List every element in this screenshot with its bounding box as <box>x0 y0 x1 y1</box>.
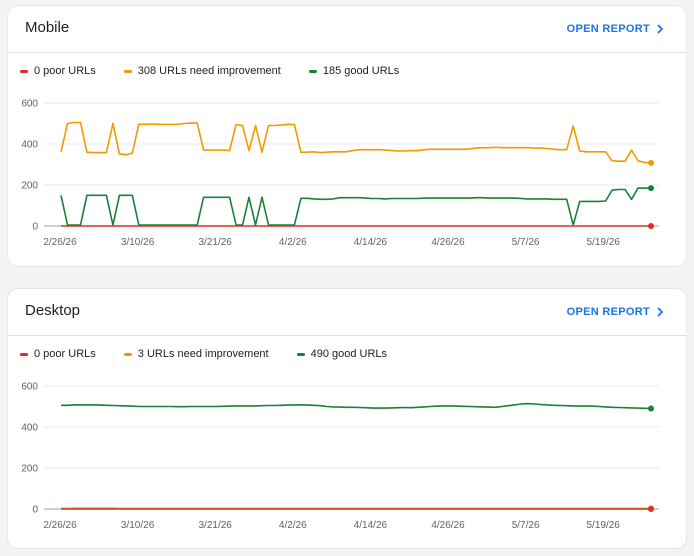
x-tick-label: 4/2/26 <box>279 237 307 248</box>
y-tick-label: 600 <box>21 382 38 393</box>
card-header: Mobile OPEN REPORT <box>8 6 686 53</box>
desktop-line-chart: 0 200 400 600 2/26/26 3/10/26 3/21/26 4/2/26 4/1… <box>21 382 659 531</box>
x-tick-label: 3/21/26 <box>199 520 233 531</box>
legend-item-poor[interactable]: 0 poor URLs <box>20 65 96 77</box>
legend-swatch <box>20 69 28 73</box>
series-line <box>61 402 652 410</box>
y-tick-label: 0 <box>32 505 38 516</box>
legend-item-good[interactable]: 185 good URLs <box>308 65 400 77</box>
x-tick-label: 3/10/26 <box>121 237 155 248</box>
legend-label: 185 good URLs <box>322 65 400 77</box>
x-tick-label: 3/21/26 <box>199 237 233 248</box>
card-header: Desktop OPEN REPORT <box>8 289 686 336</box>
series-endpoint <box>648 159 654 166</box>
open-report-label: OPEN REPORT <box>566 306 650 318</box>
x-tick-label: 4/26/26 <box>431 520 465 531</box>
legend-item-good[interactable]: 490 good URLs <box>296 348 388 360</box>
card-title: Desktop <box>25 302 81 319</box>
legend-label: 0 poor URLs <box>34 65 96 77</box>
legend-swatch <box>123 69 132 73</box>
open-report-label: OPEN REPORT <box>566 23 650 35</box>
legend-label: 0 poor URLs <box>34 348 96 360</box>
legend-item-poor[interactable]: 0 poor URLs <box>20 348 96 360</box>
chart-legend: 0 poor URLs 308 URLs need improvement 18… <box>20 65 427 77</box>
legend-label: 308 URLs need improvement <box>137 65 281 77</box>
series-endpoint <box>648 405 654 412</box>
series-endpoint <box>648 185 654 192</box>
chart-legend: 0 poor URLs 3 URLs need improvement 490 … <box>20 348 415 360</box>
open-report-button[interactable]: OPEN REPORT <box>567 23 666 35</box>
x-tick-label: 5/7/26 <box>512 237 540 248</box>
y-tick-label: 400 <box>21 423 38 434</box>
open-report-button[interactable]: OPEN REPORT <box>567 306 666 318</box>
series-line <box>60 187 651 226</box>
legend-swatch <box>296 352 305 356</box>
x-tick-label: 2/26/26 <box>43 520 77 531</box>
series-endpoint <box>648 223 654 229</box>
legend-item-needs-improvement[interactable]: 308 URLs need improvement <box>123 65 281 77</box>
series-line <box>60 121 652 164</box>
y-tick-label: 200 <box>21 464 38 475</box>
y-tick-label: 200 <box>21 181 38 192</box>
x-tick-label: 2/26/26 <box>43 237 77 248</box>
series-endpoint <box>648 506 654 512</box>
chevron-right-icon <box>657 24 664 34</box>
x-tick-label: 5/19/26 <box>587 237 621 248</box>
x-tick-label: 4/14/26 <box>354 237 388 248</box>
mobile-report-card: Mobile OPEN REPORT 0 poor URLs 308 URLs … <box>8 6 686 266</box>
legend-swatch <box>20 352 28 356</box>
legend-swatch <box>123 352 132 356</box>
x-tick-label: 3/10/26 <box>121 520 155 531</box>
x-tick-label: 4/26/26 <box>431 237 465 248</box>
mobile-line-chart: 0 200 400 600 2/26/26 3/10/26 3/21/26 4/2/26 4/1… <box>21 99 659 248</box>
legend-swatch <box>308 69 317 73</box>
y-tick-label: 0 <box>32 222 38 233</box>
chevron-right-icon <box>657 307 664 317</box>
y-tick-label: 600 <box>21 99 38 110</box>
x-tick-label: 5/19/26 <box>587 520 621 531</box>
x-tick-label: 5/7/26 <box>512 520 540 531</box>
card-title: Mobile <box>25 19 70 36</box>
x-tick-label: 4/2/26 <box>279 520 307 531</box>
legend-label: 490 good URLs <box>310 348 388 360</box>
desktop-report-card: Desktop OPEN REPORT 0 poor URLs 3 URLs n… <box>8 289 686 548</box>
x-tick-label: 4/14/26 <box>354 520 388 531</box>
legend-label: 3 URLs need improvement <box>137 348 269 360</box>
legend-item-needs-improvement[interactable]: 3 URLs need improvement <box>123 348 269 360</box>
y-tick-label: 400 <box>21 140 38 151</box>
